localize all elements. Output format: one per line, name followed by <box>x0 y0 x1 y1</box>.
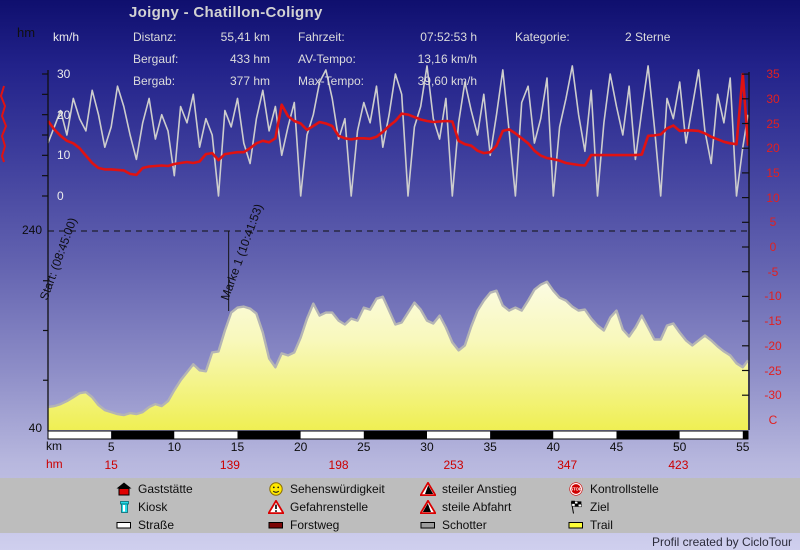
legend-item-steep-ascent: steiler Anstieg <box>420 481 517 497</box>
legend-label: Kontrollstelle <box>590 482 659 496</box>
temperature-axis-unit: C <box>768 413 778 427</box>
stat-value-kategorie: 2 Sterne <box>625 30 671 44</box>
stat-label-distanz: Distanz: <box>133 30 177 44</box>
stat-value-max-tempo: 39,60 km/h <box>417 74 477 88</box>
gravel-icon <box>420 522 435 529</box>
legend-item-kiosk: Kiosk <box>116 499 167 515</box>
legend: Gaststätte Kiosk Straße Sehenswürdigkeit Gef… <box>0 478 800 533</box>
distance-axis-unit: km <box>46 439 62 453</box>
smiley-icon <box>269 482 283 496</box>
legend-item-stop: STOP Kontrollstelle <box>568 481 659 497</box>
elevation-gridline-label: 240 <box>21 223 42 237</box>
legend-label: Straße <box>138 518 175 532</box>
stat-label-fahrzeit: Fahrzeit: <box>298 30 345 44</box>
steep-descent-icon <box>420 500 436 514</box>
legend-label: Kiosk <box>138 500 168 514</box>
legend-item-trail: Trail <box>568 517 613 533</box>
speed-axis-unit: km/h <box>53 30 80 44</box>
legend-item-smiley: Sehenswürdigkeit <box>268 481 385 497</box>
legend-label: Schotter <box>442 518 487 532</box>
legend-item-road: Straße <box>116 517 174 533</box>
house-icon <box>116 482 132 496</box>
legend-label: Forstweg <box>290 518 340 532</box>
stat-value-distanz: 55,41 km <box>220 30 270 44</box>
stat-label-av-tempo: AV-Tempo: <box>298 52 356 66</box>
hm-row-unit: hm <box>46 457 63 471</box>
legend-item-steep-descent: steile Abfahrt <box>420 499 511 515</box>
stat-label-kategorie: Kategorie: <box>515 30 570 44</box>
legend-label: steile Abfahrt <box>442 500 512 514</box>
kiosk-icon <box>120 501 129 513</box>
legend-label: Gaststätte <box>138 482 193 496</box>
stat-value-bergauf: 433 hm <box>229 52 270 66</box>
legend-label: Ziel <box>590 500 610 514</box>
stat-value-fahrzeit: 07:52:53 h <box>420 30 477 44</box>
forest-road-icon <box>268 522 283 529</box>
steep-ascent-icon <box>420 482 436 496</box>
finish-flag-icon <box>571 500 582 514</box>
stop-icon: STOP <box>569 482 583 496</box>
svg-text:STOP: STOP <box>570 487 582 492</box>
stat-label-bergauf: Bergauf: <box>133 52 179 66</box>
elevation-axis-unit: hm <box>17 25 36 40</box>
legend-item-house: Gaststätte <box>116 481 193 497</box>
legend-label: steiler Anstieg <box>442 482 517 496</box>
legend-item-warning: Gefahrenstelle <box>268 499 368 515</box>
trail-icon <box>568 522 583 529</box>
stat-label-bergab: Bergab: <box>133 74 176 88</box>
stat-value-av-tempo: 13,16 km/h <box>417 52 477 66</box>
legend-item-gravel: Schotter <box>420 517 487 533</box>
stat-value-bergab: 377 hm <box>229 74 270 88</box>
elevation-base-label: 40 <box>28 421 42 435</box>
warning-icon <box>268 500 284 514</box>
road-icon <box>116 522 131 529</box>
legend-item-finish-flag: Ziel <box>568 499 609 515</box>
page-title: Joigny - Chatillon-Coligny <box>129 4 323 21</box>
credit-text: Profil created by CicloTour <box>651 535 792 549</box>
legend-label: Trail <box>590 518 613 532</box>
legend-item-forest-road: Forstweg <box>268 517 339 533</box>
stat-label-max-tempo: Max-Tempo: <box>298 74 365 88</box>
legend-label: Gefahrenstelle <box>290 500 369 514</box>
legend-label: Sehenswürdigkeit <box>290 482 385 496</box>
